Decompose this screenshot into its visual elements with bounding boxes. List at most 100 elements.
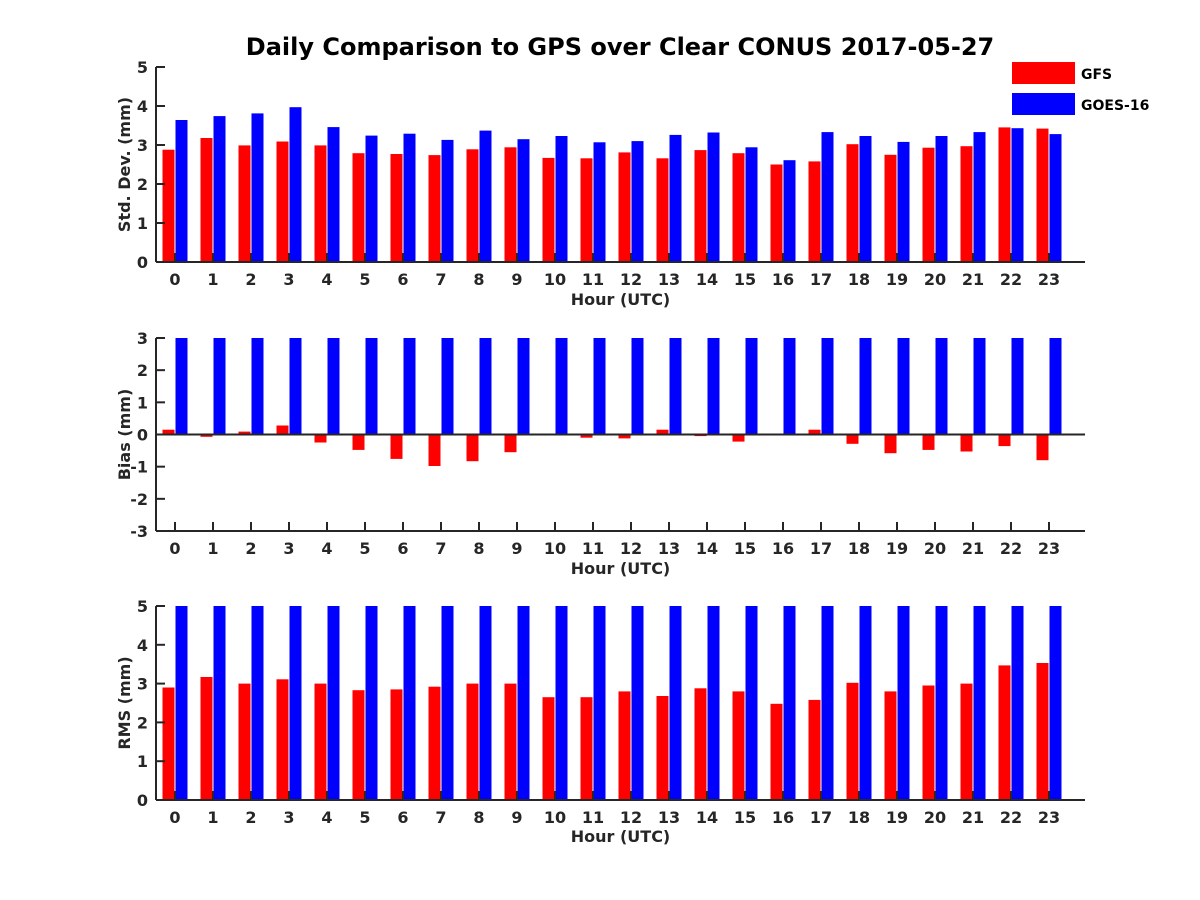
x-tick-label: 4 (321, 539, 332, 558)
y-tick-label: 3 (137, 675, 148, 694)
bar-goes16-5 (365, 606, 378, 800)
bar-gfs-6 (390, 154, 403, 262)
bar-goes16-19 (897, 141, 910, 262)
y-tick-label: 1 (137, 752, 148, 771)
bar-gfs-18 (846, 144, 859, 262)
bar-goes16-20 (935, 136, 948, 262)
bar-goes16-20 (935, 606, 948, 800)
x-tick-label: 14 (696, 808, 718, 827)
x-tick-label: 13 (658, 808, 680, 827)
x-tick-label: 23 (1038, 270, 1060, 289)
y-tick-label: 0 (137, 791, 148, 810)
bar-goes16-0 (175, 120, 188, 262)
x-tick-label: 20 (924, 270, 946, 289)
x-tick-label: 9 (511, 539, 522, 558)
bar-gfs-1 (200, 434, 213, 437)
bar-goes16-18 (859, 338, 872, 435)
y-tick-label: 3 (137, 136, 148, 155)
bar-goes16-22 (1011, 128, 1024, 262)
x-tick-label: 9 (511, 808, 522, 827)
bar-gfs-17 (808, 699, 821, 800)
bar-gfs-10 (542, 697, 555, 800)
bar-gfs-13 (656, 158, 669, 262)
x-tick-label: 7 (435, 270, 446, 289)
x-tick-label: 19 (886, 808, 908, 827)
bar-gfs-22 (998, 434, 1011, 447)
bar-gfs-17 (808, 161, 821, 262)
x-tick-label: 2 (245, 539, 256, 558)
bar-gfs-13 (656, 429, 669, 435)
bar-gfs-23 (1036, 663, 1049, 800)
bar-gfs-1 (200, 138, 213, 262)
x-tick-label: 5 (359, 539, 370, 558)
bar-gfs-0 (162, 429, 175, 435)
bar-gfs-2 (238, 683, 251, 800)
bar-gfs-6 (390, 689, 403, 800)
bar-goes16-18 (859, 606, 872, 800)
x-axis-label: Hour (UTC) (571, 559, 671, 578)
y-axis-label: Std. Dev. (mm) (115, 97, 134, 232)
bar-gfs-12 (618, 434, 631, 439)
x-tick-label: 10 (544, 539, 566, 558)
bar-gfs-10 (542, 157, 555, 262)
y-tick-label: 1 (137, 214, 148, 233)
bar-goes16-9 (517, 606, 530, 800)
x-tick-label: 18 (848, 539, 870, 558)
bar-gfs-4 (314, 683, 327, 800)
bar-gfs-13 (656, 696, 669, 800)
x-axis-label: Hour (UTC) (571, 827, 671, 846)
x-tick-label: 0 (169, 539, 180, 558)
x-tick-label: 19 (886, 539, 908, 558)
legend-swatch-goes16 (1012, 93, 1075, 115)
bar-gfs-19 (884, 691, 897, 800)
bar-gfs-23 (1036, 434, 1049, 461)
bar-goes16-5 (365, 135, 378, 262)
bar-goes16-1 (213, 338, 226, 435)
bar-gfs-3 (276, 425, 289, 435)
bar-goes16-2 (251, 113, 264, 263)
x-tick-label: 22 (1000, 539, 1022, 558)
bar-goes16-15 (745, 338, 758, 435)
x-tick-label: 2 (245, 808, 256, 827)
bar-gfs-14 (694, 150, 707, 262)
bar-gfs-11 (580, 434, 593, 438)
bar-goes16-7 (441, 139, 454, 262)
bar-goes16-12 (631, 338, 644, 435)
x-tick-label: 8 (473, 270, 484, 289)
bar-goes16-19 (897, 606, 910, 800)
x-tick-label: 14 (696, 539, 718, 558)
x-tick-label: 17 (810, 539, 832, 558)
bar-goes16-22 (1011, 338, 1024, 435)
bar-goes16-8 (479, 338, 492, 435)
x-tick-label: 17 (810, 808, 832, 827)
bar-gfs-23 (1036, 128, 1049, 262)
bar-gfs-4 (314, 434, 327, 443)
bar-goes16-9 (517, 139, 530, 262)
bar-goes16-4 (327, 127, 340, 262)
bar-goes16-0 (175, 606, 188, 800)
bar-gfs-16 (770, 164, 783, 262)
bar-gfs-5 (352, 434, 365, 450)
bar-gfs-20 (922, 685, 935, 800)
chart-title: Daily Comparison to GPS over Clear CONUS… (246, 33, 994, 61)
bar-gfs-18 (846, 682, 859, 800)
bar-gfs-19 (884, 154, 897, 263)
bar-goes16-19 (897, 338, 910, 435)
y-tick-label: 4 (137, 97, 148, 116)
y-tick-label: -1 (130, 458, 148, 477)
bar-gfs-9 (504, 434, 517, 453)
bar-gfs-11 (580, 158, 593, 262)
x-tick-label: 13 (658, 539, 680, 558)
x-tick-label: 15 (734, 539, 756, 558)
x-tick-label: 1 (207, 539, 218, 558)
bar-gfs-3 (276, 141, 289, 262)
bar-goes16-11 (593, 338, 606, 435)
x-tick-label: 18 (848, 808, 870, 827)
bar-gfs-7 (428, 434, 441, 466)
legend-label-goes16: GOES-16 (1081, 98, 1149, 114)
bar-gfs-2 (238, 431, 251, 435)
bar-goes16-4 (327, 606, 340, 800)
x-tick-label: 6 (397, 539, 408, 558)
